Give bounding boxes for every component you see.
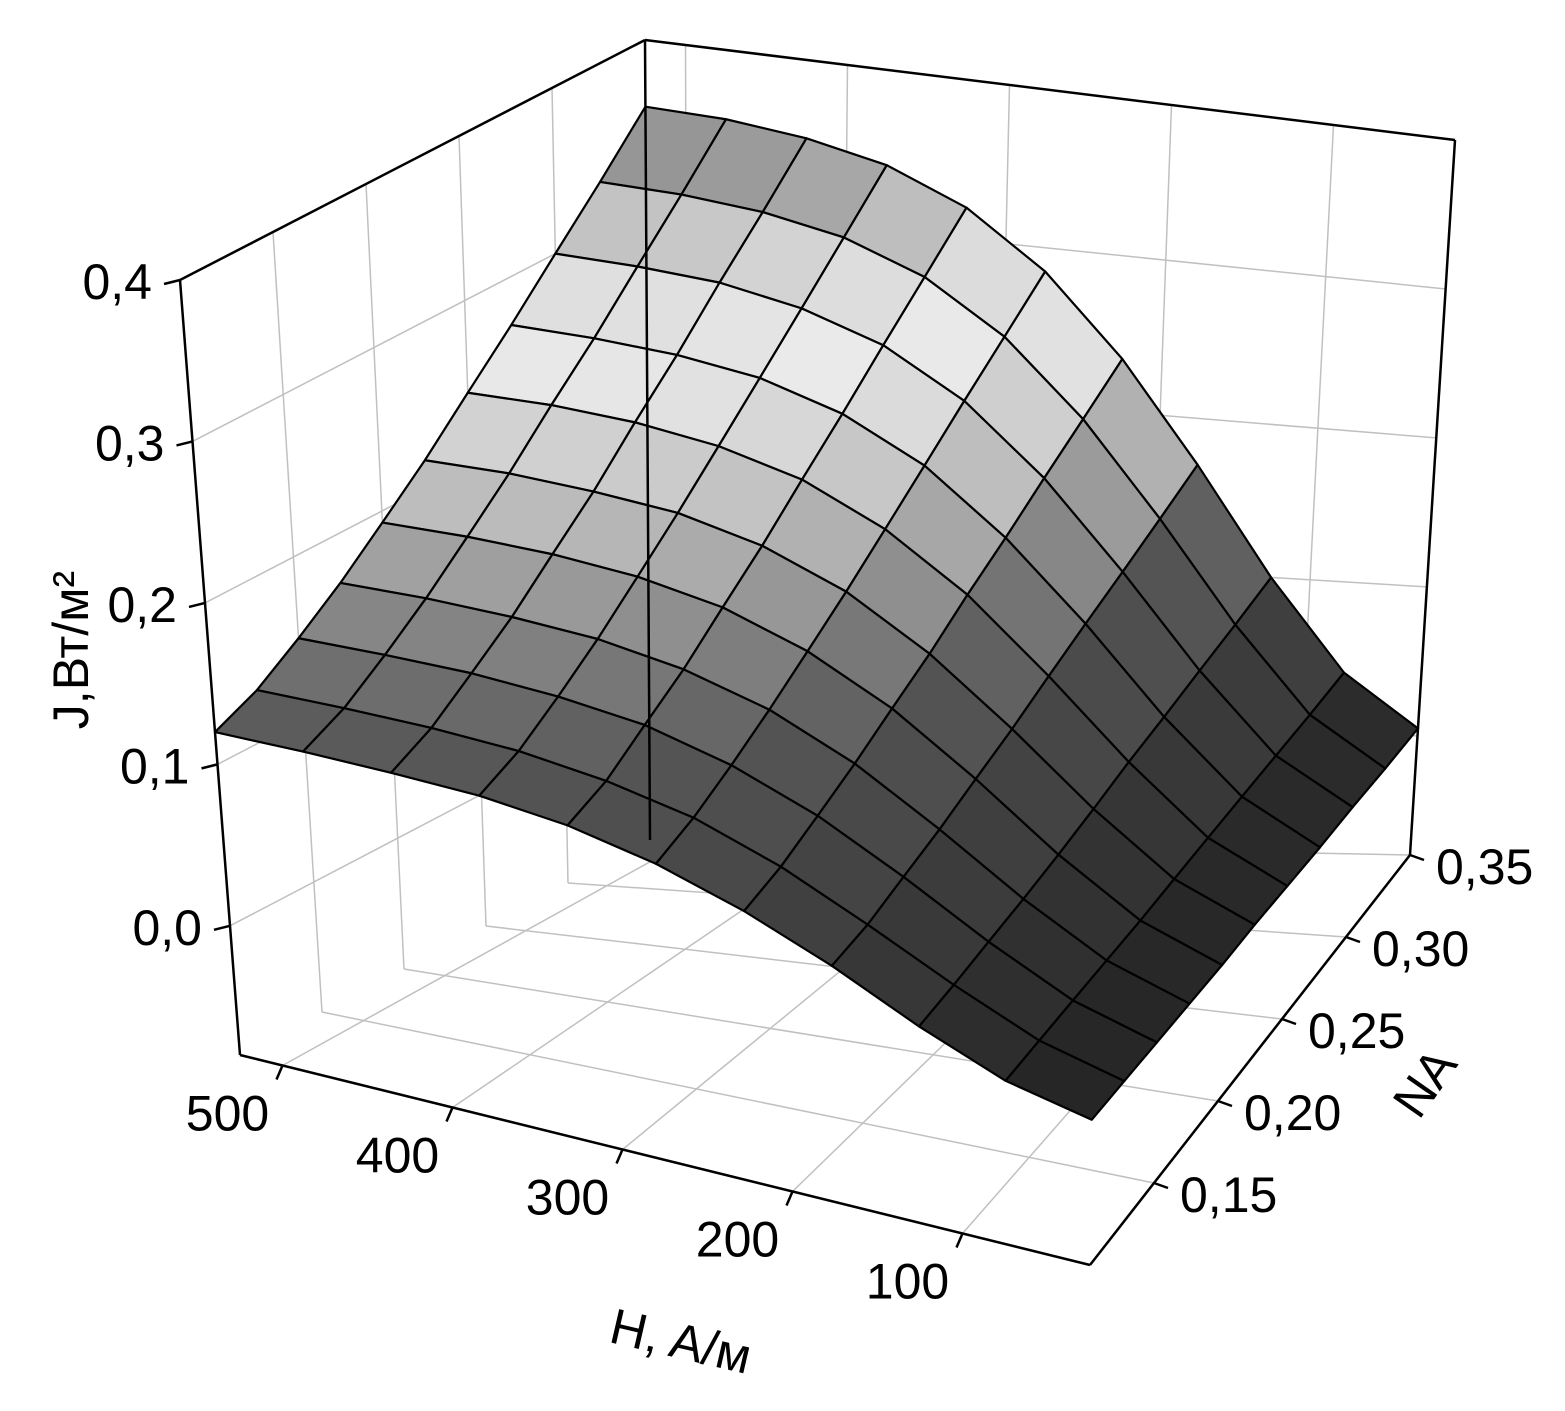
z-tick-label: 0,3	[95, 416, 165, 472]
tick-mark	[785, 1191, 794, 1206]
x-tick-label: 200	[696, 1212, 779, 1268]
grid-line	[321, 1011, 1155, 1184]
tick-mark	[1217, 1099, 1233, 1108]
axis-line	[644, 38, 1456, 142]
tick-mark	[1153, 1181, 1169, 1190]
y-tick-label: 0,25	[1308, 1003, 1405, 1059]
axis-line	[239, 1053, 1091, 1267]
y-tick-label: 0,20	[1244, 1085, 1341, 1141]
tick-mark	[213, 924, 231, 932]
surface-cell	[1004, 1039, 1126, 1121]
y-tick-label: 0,30	[1372, 921, 1469, 977]
x-axis-title: H, A/м	[605, 1298, 757, 1385]
tick-mark	[176, 440, 193, 447]
tick-mark	[1345, 935, 1361, 944]
grid-line	[282, 840, 689, 1067]
z-tick-label: 0,4	[82, 254, 152, 310]
surface	[213, 105, 1420, 1121]
x-tick-label: 500	[186, 1086, 269, 1142]
axis-line	[179, 38, 646, 282]
y-tick-label: 0,15	[1180, 1167, 1277, 1223]
labels: 0,0 0,1 0,2 0,3 0,4 100 200 300 400 500 0,15 0,20 0,…	[82, 254, 1533, 1310]
y-tick-label: 0,35	[1436, 839, 1533, 895]
tick-mark	[1409, 853, 1425, 862]
axis-line	[1089, 854, 1411, 1266]
z-tick-label: 0,1	[120, 739, 190, 795]
axes-box	[178, 38, 1457, 1267]
tick-mark	[275, 1065, 284, 1080]
z-tick-label: 0,0	[132, 900, 202, 956]
tick-mark	[1281, 1017, 1297, 1026]
x-tick-label: 300	[526, 1170, 609, 1226]
tick-mark	[201, 763, 218, 770]
z-axis-title: J,Вт/м²	[43, 571, 99, 729]
axis-line	[643, 39, 652, 841]
x-tick-label: 400	[356, 1128, 439, 1184]
tick-mark	[188, 601, 206, 609]
tick-mark	[445, 1107, 454, 1122]
axis-line	[1408, 139, 1457, 856]
tick-mark	[955, 1233, 964, 1248]
x-tick-label: 100	[866, 1254, 949, 1310]
z-tick-label: 0,2	[107, 577, 177, 633]
tick-mark	[163, 278, 181, 286]
tick-mark	[615, 1149, 624, 1164]
